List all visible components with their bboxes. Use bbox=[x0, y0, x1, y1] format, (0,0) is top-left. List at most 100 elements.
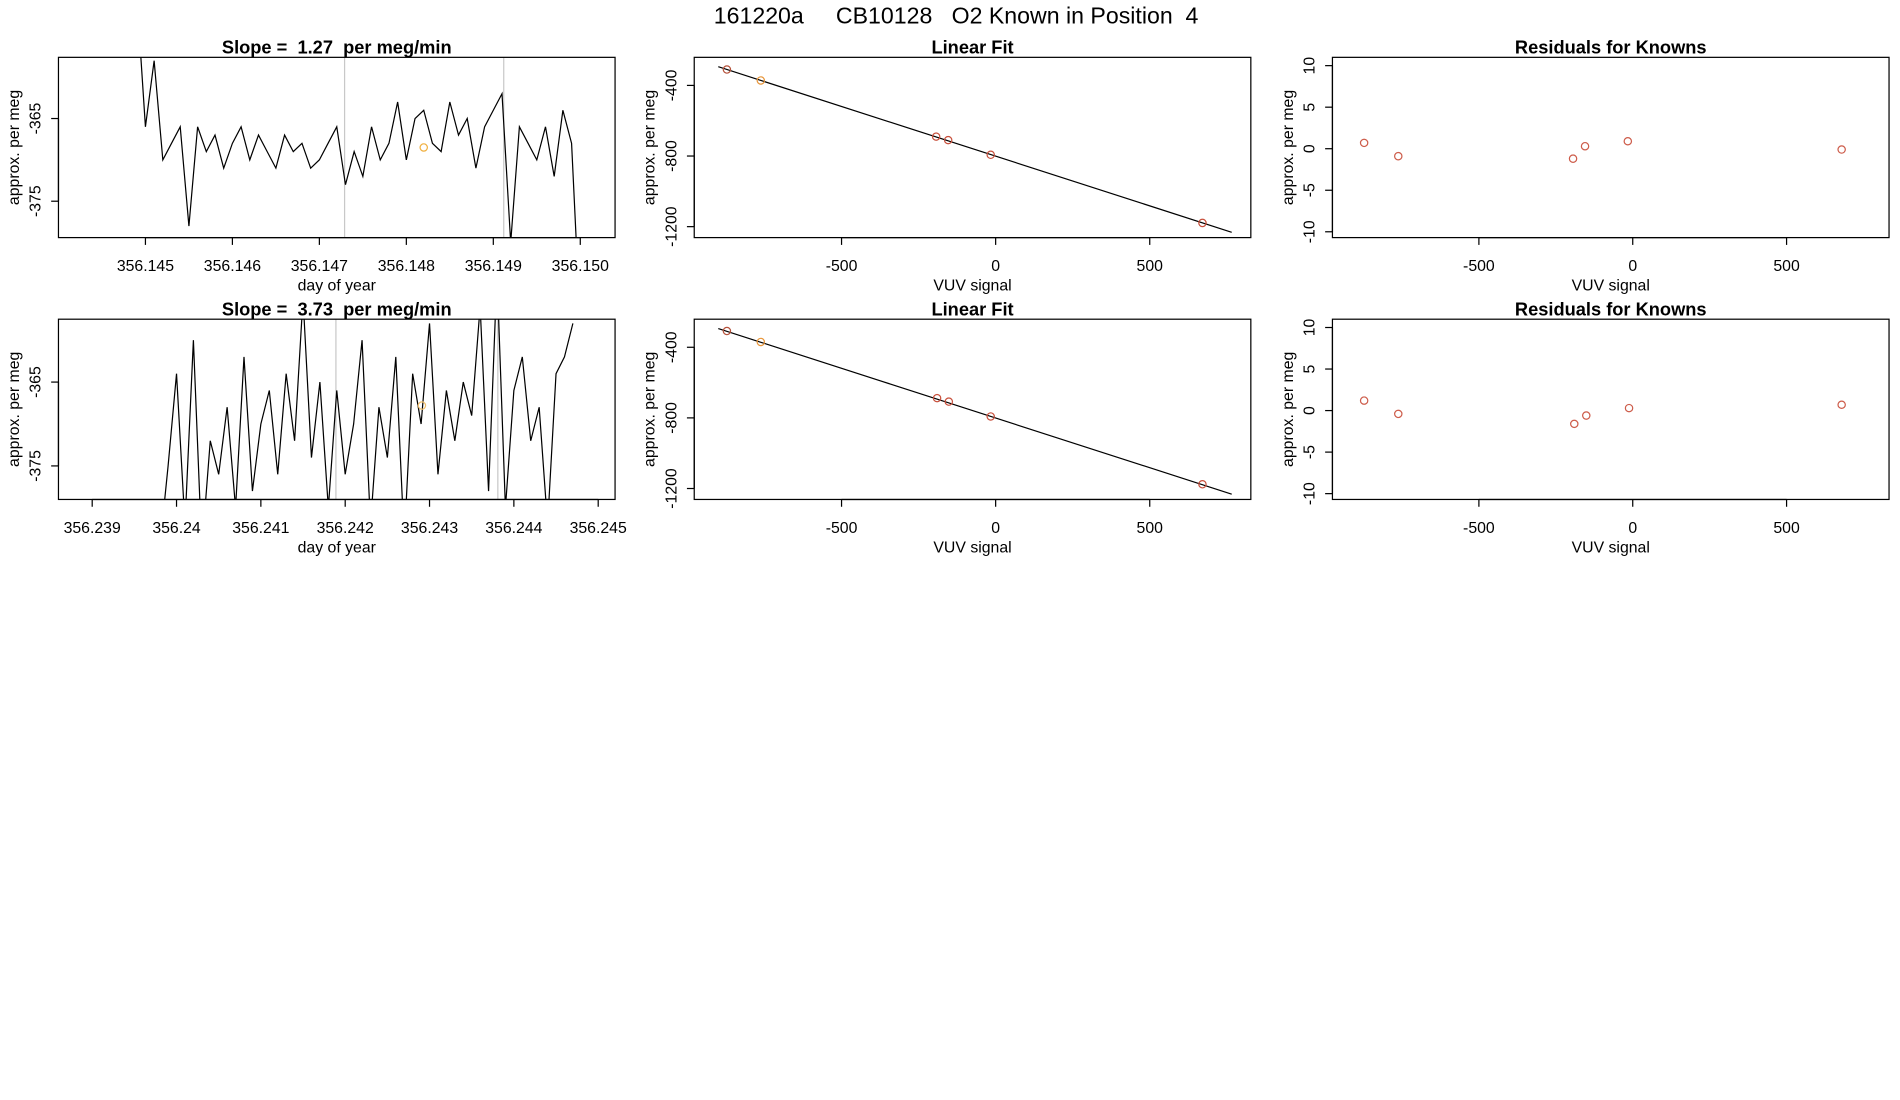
y-tick-label: -375 bbox=[28, 450, 45, 482]
data-line bbox=[140, 57, 577, 238]
y-axis-label: approx. per meg bbox=[1280, 352, 1297, 467]
y-tick-label: -10 bbox=[1302, 220, 1319, 243]
y-axis-label: approx. per meg bbox=[6, 90, 23, 205]
x-tick-label: 356.145 bbox=[117, 258, 174, 275]
y-tick-label: 5 bbox=[1302, 364, 1319, 373]
data-point bbox=[1198, 218, 1207, 228]
data-point bbox=[1394, 151, 1403, 161]
plot-frame bbox=[1331, 318, 1890, 501]
x-axis-label: VUV signal bbox=[1572, 278, 1650, 295]
x-tick-label: 356.150 bbox=[552, 258, 609, 275]
y-tick-label: -1200 bbox=[663, 468, 680, 509]
x-axis-label: day of year bbox=[298, 278, 377, 295]
x-tick-label: 356.239 bbox=[64, 520, 121, 537]
data-point bbox=[1359, 396, 1369, 405]
panel-title: Linear Fit bbox=[931, 37, 1013, 58]
data-point bbox=[722, 326, 732, 336]
data-point bbox=[1837, 400, 1846, 410]
data-point bbox=[1359, 138, 1369, 148]
y-tick-label: -800 bbox=[663, 402, 680, 434]
data-point bbox=[1568, 154, 1578, 163]
y-tick-label: -800 bbox=[663, 140, 680, 172]
panel-title: Slope = 3.73 per meg/min bbox=[222, 299, 452, 320]
x-tick-label: 356.148 bbox=[378, 258, 435, 275]
data-point bbox=[1837, 145, 1846, 154]
plot-area bbox=[140, 57, 577, 238]
x-tick-label: 356.147 bbox=[291, 258, 348, 275]
plot-area bbox=[164, 319, 574, 500]
x-axis-label: VUV signal bbox=[933, 278, 1011, 295]
panel-title: Linear Fit bbox=[931, 299, 1013, 320]
figure-title: 161220a CB10128 O2 Known in Position 4 bbox=[714, 2, 1199, 28]
data-point bbox=[1624, 403, 1634, 413]
plot-area bbox=[1359, 136, 1846, 163]
data-point bbox=[986, 412, 995, 421]
y-axis-label: approx. per meg bbox=[1280, 90, 1297, 205]
data-line bbox=[164, 319, 574, 500]
data-point bbox=[1570, 419, 1579, 429]
data-point bbox=[1623, 136, 1633, 146]
y-tick-label: 0 bbox=[1302, 144, 1319, 153]
x-axis-label: VUV signal bbox=[1572, 539, 1650, 556]
y-tick-label: -400 bbox=[663, 69, 680, 101]
y-axis-label: approx. per meg bbox=[642, 90, 659, 205]
data-point bbox=[1580, 141, 1590, 151]
x-tick-label: 356.146 bbox=[204, 258, 261, 275]
x-tick-label: 356.245 bbox=[570, 520, 627, 537]
plot-frame bbox=[693, 56, 1252, 239]
panel-title: Residuals for Knowns bbox=[1515, 299, 1707, 320]
y-tick-label: 10 bbox=[1302, 57, 1319, 75]
plot-frame bbox=[693, 318, 1252, 501]
data-point bbox=[944, 397, 954, 406]
plot-area bbox=[718, 326, 1232, 495]
y-tick-label: 10 bbox=[1302, 319, 1319, 337]
x-tick-label: 500 bbox=[1773, 520, 1800, 537]
y-tick-label: -5 bbox=[1302, 445, 1319, 459]
data-point bbox=[1582, 411, 1591, 420]
y-tick-label: 0 bbox=[1302, 406, 1319, 415]
y-tick-label: 5 bbox=[1302, 103, 1319, 112]
x-tick-label: 0 bbox=[991, 520, 1000, 537]
x-tick-label: -500 bbox=[1463, 520, 1495, 537]
y-tick-label: -365 bbox=[28, 366, 45, 398]
data-point bbox=[943, 135, 953, 145]
x-tick-label: 0 bbox=[991, 258, 1000, 275]
fit-line bbox=[718, 327, 1232, 495]
fit-line bbox=[718, 66, 1232, 233]
data-point bbox=[722, 65, 732, 74]
x-tick-label: 356.244 bbox=[485, 520, 542, 537]
plot-area bbox=[1359, 396, 1846, 429]
data-point bbox=[986, 150, 995, 160]
x-tick-label: -500 bbox=[826, 520, 858, 537]
y-tick-label: -400 bbox=[663, 331, 680, 363]
x-tick-label: 356.241 bbox=[232, 520, 289, 537]
y-tick-label: -1200 bbox=[663, 206, 680, 247]
highlight-point bbox=[419, 143, 428, 152]
data-point bbox=[756, 76, 766, 85]
x-axis-label: VUV signal bbox=[933, 539, 1011, 556]
x-tick-label: 356.24 bbox=[152, 520, 201, 537]
x-tick-label: 0 bbox=[1628, 258, 1637, 275]
plot-frame bbox=[57, 318, 616, 501]
highlight-point bbox=[417, 401, 427, 410]
y-axis-label: approx. per meg bbox=[6, 352, 23, 467]
x-tick-label: -500 bbox=[1463, 258, 1495, 275]
y-tick-label: -375 bbox=[28, 185, 45, 217]
x-tick-label: 500 bbox=[1137, 258, 1164, 275]
x-tick-label: 356.242 bbox=[317, 520, 374, 537]
x-tick-label: 500 bbox=[1773, 258, 1800, 275]
y-axis-label: approx. per meg bbox=[642, 352, 659, 467]
data-point bbox=[932, 393, 942, 403]
data-point bbox=[931, 132, 941, 141]
y-tick-label: -5 bbox=[1302, 183, 1319, 197]
panel-title: Slope = 1.27 per meg/min bbox=[222, 37, 452, 58]
x-tick-label: 500 bbox=[1137, 520, 1164, 537]
data-point bbox=[1394, 409, 1403, 419]
x-tick-label: -500 bbox=[826, 258, 858, 275]
y-tick-label: -365 bbox=[28, 102, 45, 134]
plot-frame bbox=[1331, 56, 1890, 239]
x-tick-label: 356.243 bbox=[401, 520, 458, 537]
plot-area bbox=[718, 65, 1232, 233]
x-tick-label: 0 bbox=[1628, 520, 1637, 537]
